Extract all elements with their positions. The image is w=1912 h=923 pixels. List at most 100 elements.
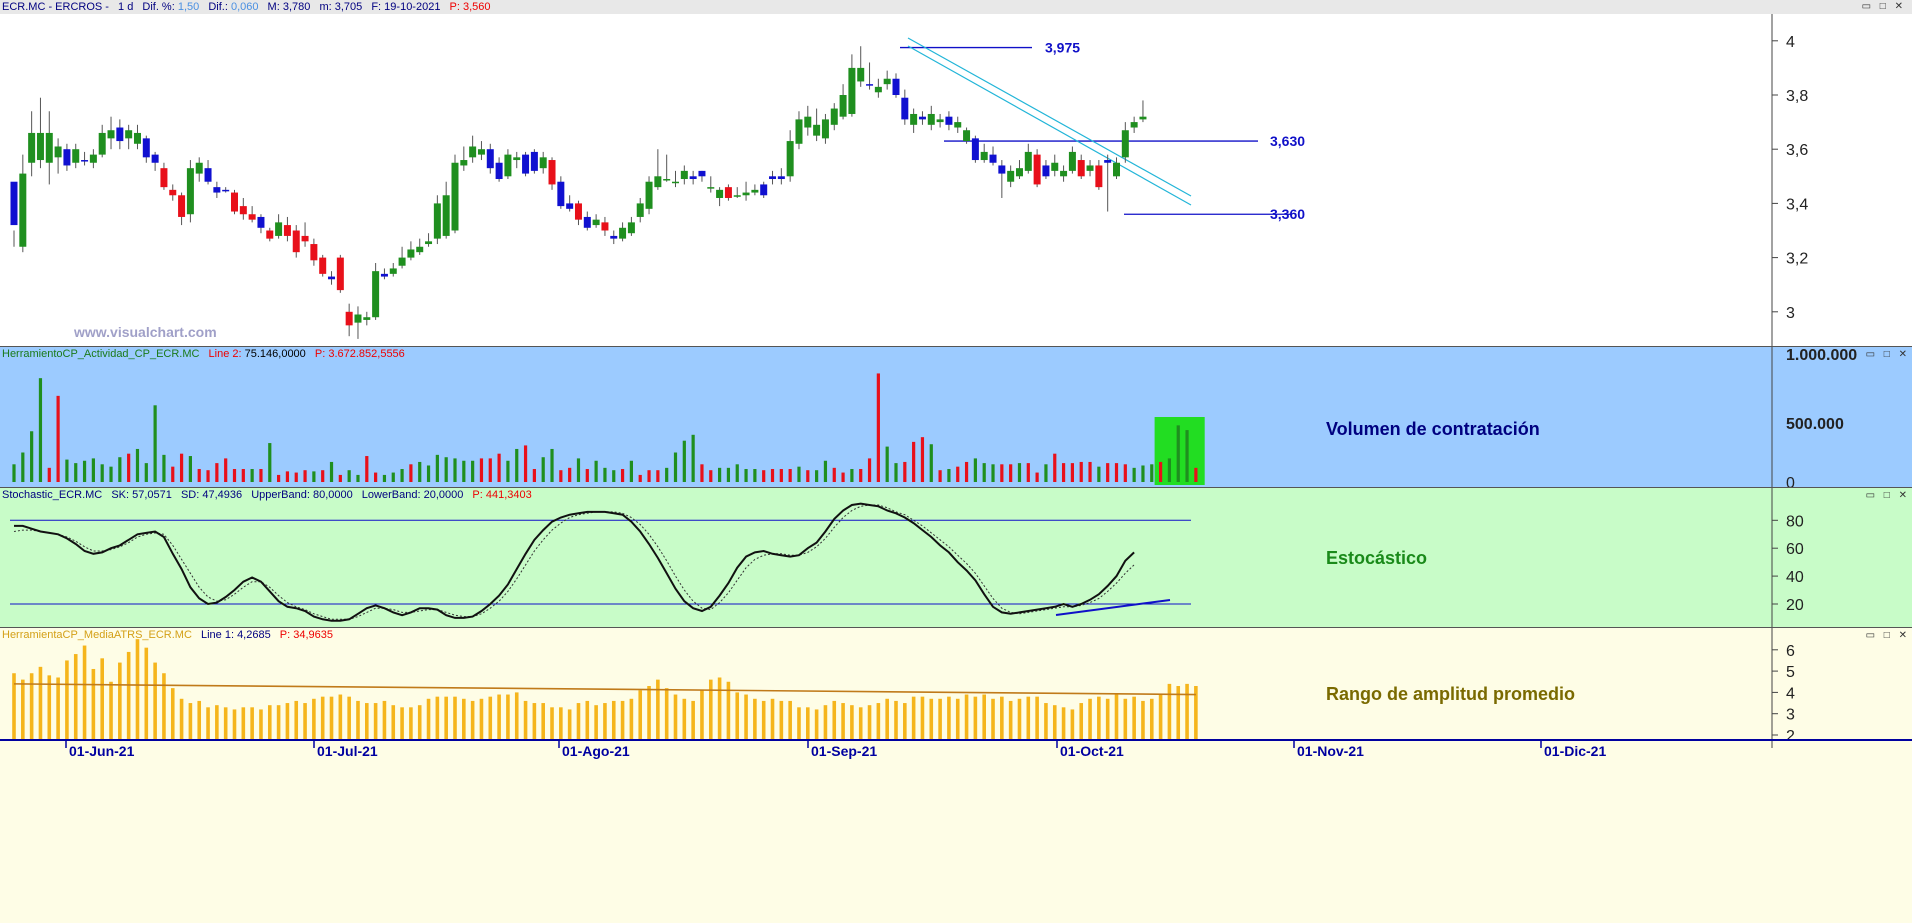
window-buttons[interactable]: ▭ □ ✕	[1861, 1, 1906, 12]
atr-bar	[21, 679, 25, 740]
volume-bar	[1035, 472, 1039, 482]
volume-bar	[1167, 458, 1172, 482]
atr-bar	[1026, 696, 1031, 740]
candle-body	[89, 154, 97, 163]
candle-body	[883, 78, 891, 85]
atr-bar	[444, 696, 448, 740]
atr-bar	[1008, 700, 1013, 740]
atr-indicator-name: HerramientaCP_MediaATRS_ECR.MC	[2, 629, 192, 641]
candle-body	[1015, 168, 1023, 177]
stochastic-tick-label: 60	[1786, 541, 1804, 558]
atr-bar	[356, 700, 360, 740]
atr-bar	[938, 698, 942, 740]
volume-bar	[506, 460, 510, 482]
volume-bar	[929, 444, 933, 482]
volume-bar	[876, 373, 880, 482]
atr-bar	[532, 703, 537, 740]
stochastic-window-buttons[interactable]: ▭ □ ✕	[1865, 490, 1910, 501]
candle-body	[804, 116, 812, 128]
atr-pane[interactable]: HerramientaCP_MediaATRS_ECR.MC Line 1: 4…	[0, 627, 1912, 923]
candle-body	[151, 154, 159, 163]
atr-bar	[867, 705, 872, 740]
atr-bar	[911, 696, 916, 740]
atr-bar	[417, 705, 422, 740]
volume-bar	[797, 466, 801, 482]
candle-body	[830, 108, 838, 125]
candle-body	[1095, 165, 1103, 188]
candle-body	[416, 246, 424, 253]
volume-bar	[471, 460, 475, 482]
atr-bar	[1097, 696, 1101, 740]
candle-body	[1086, 165, 1094, 171]
atr-bar	[126, 651, 131, 740]
volume-pane[interactable]: HerramientoCP_Actividad_CP_ECR.MC Line 2…	[0, 346, 1912, 488]
volume-bar	[638, 474, 642, 482]
volume-bar	[1194, 467, 1198, 482]
volume-bar	[374, 472, 378, 482]
candle-body	[433, 203, 441, 239]
atr-bar	[894, 700, 898, 740]
candle-body	[204, 168, 212, 182]
atr-bar	[1105, 698, 1110, 740]
volume-bar	[665, 467, 669, 482]
atr-bar	[47, 675, 52, 740]
atr-bar	[197, 700, 202, 740]
volume-bar	[250, 469, 254, 482]
volume-tick-label: 500.000	[1786, 416, 1844, 433]
stochastic-pane[interactable]: Stochastic_ECR.MC SK: 57,0571 SD: 47,493…	[0, 487, 1912, 628]
candle-body	[142, 138, 150, 158]
volume-bar	[629, 460, 633, 482]
volume-bar	[144, 463, 148, 482]
volume-bar	[982, 463, 986, 482]
atr-bar	[1114, 694, 1119, 740]
candle-body	[1007, 170, 1015, 182]
price-readout: P: 3,560	[449, 1, 491, 13]
volume-bar	[197, 469, 201, 482]
volume-bar	[1044, 464, 1048, 482]
volume-bar	[118, 457, 122, 482]
atr-bar	[303, 703, 307, 740]
lower-band-readout: LowerBand: 20,0000	[361, 489, 464, 501]
atr-tick-label: 5	[1786, 664, 1795, 681]
volume-bar	[779, 469, 783, 482]
volume-bar	[312, 471, 316, 482]
volume-bar	[109, 466, 113, 482]
atr-bar	[955, 698, 960, 740]
volume-title: Volumen de contratación	[1326, 419, 1540, 439]
atr-bar	[188, 703, 193, 740]
volume-bar	[964, 461, 969, 482]
volume-bar	[682, 440, 686, 482]
stochastic-divergence-line	[1055, 599, 1171, 616]
atr-bar	[735, 692, 740, 740]
volume-bar	[277, 474, 281, 482]
time-tick-label: 01-Jul-21	[317, 743, 378, 759]
volume-bar	[656, 470, 660, 482]
atr-bar	[550, 707, 554, 740]
volume-window-buttons[interactable]: ▭ □ ✕	[1865, 349, 1910, 360]
atr-bar	[1088, 698, 1092, 740]
candle-body	[636, 203, 644, 217]
atr-bar	[708, 679, 713, 740]
atr-bar	[276, 705, 281, 740]
candle-body	[36, 132, 44, 161]
candle-body	[125, 130, 133, 139]
atr-bar	[973, 696, 978, 740]
volume-bar	[1123, 464, 1127, 482]
volume-bar	[753, 469, 757, 482]
ticker-label: ECR.MC - ERCROS -	[2, 1, 109, 13]
atr-bar	[259, 709, 263, 740]
atr-bar	[797, 707, 801, 740]
atr-average-line	[13, 683, 1196, 696]
price-pane[interactable]: ECR.MC - ERCROS - 1 d Dif. %: 1,50 Dif.:…	[0, 0, 1912, 346]
atr-bar	[1000, 696, 1004, 740]
candle-body	[133, 132, 141, 144]
candle-body	[116, 127, 124, 142]
candle-body	[222, 189, 230, 192]
candle-body	[663, 179, 671, 181]
candle-body	[980, 151, 988, 161]
candle-body	[1113, 162, 1120, 177]
atr-window-buttons[interactable]: ▭ □ ✕	[1865, 630, 1910, 641]
atr-bar	[1141, 700, 1145, 740]
candle-body	[477, 149, 485, 155]
candle-body	[28, 132, 36, 163]
